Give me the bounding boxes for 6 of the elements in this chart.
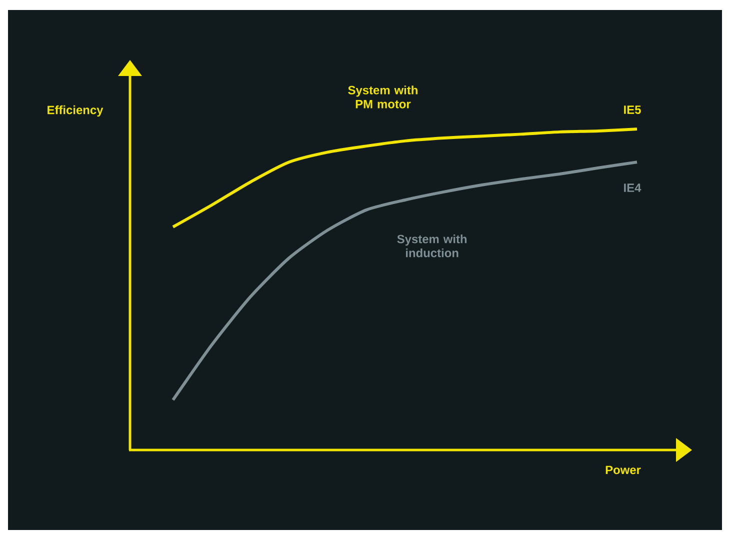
text: System with induction (397, 234, 467, 258)
text: System with PM motor (348, 86, 418, 108)
annotation: IE4 (624, 184, 642, 192)
text: IE5 (624, 106, 641, 114)
x-axis-title: Power (606, 466, 641, 474)
y-axis-title: Efficiency (48, 105, 104, 117)
